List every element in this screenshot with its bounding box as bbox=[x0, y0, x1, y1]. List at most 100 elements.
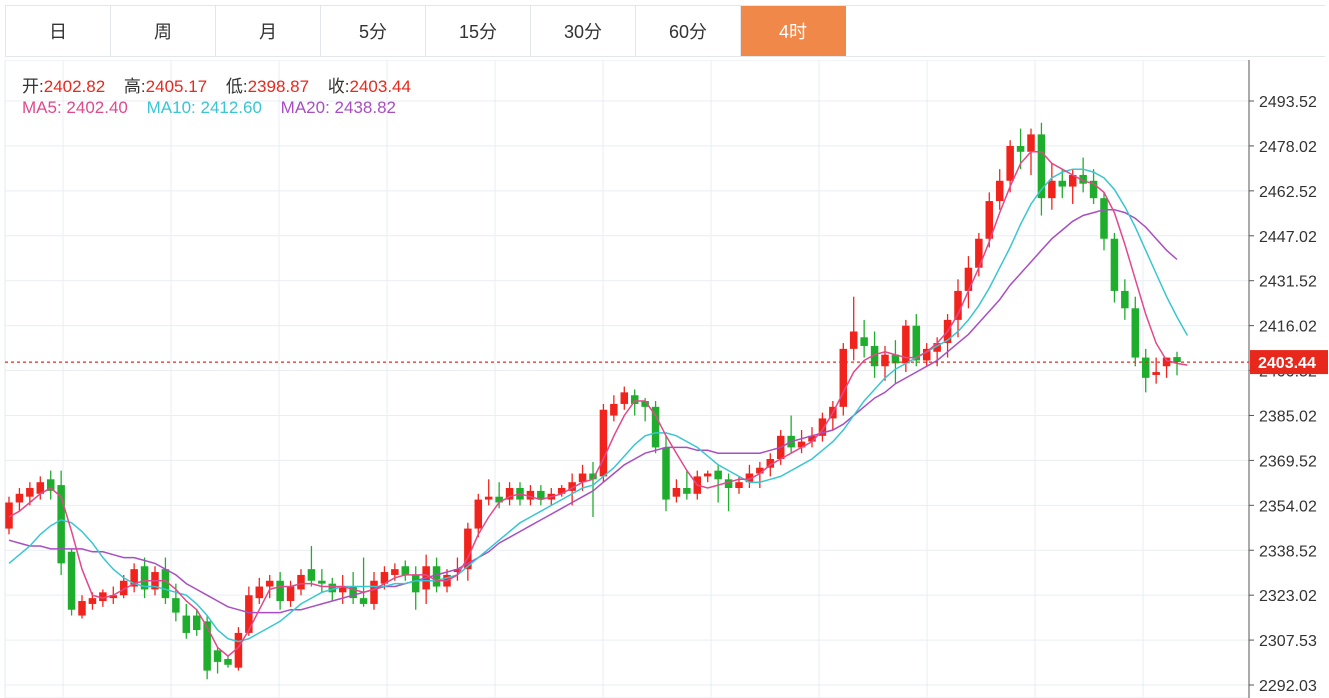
open-value: 2402.82 bbox=[43, 77, 106, 96]
candle-body bbox=[380, 572, 389, 584]
y-tick-label: 2369.52 bbox=[1259, 453, 1317, 470]
tab-day[interactable]: 日 bbox=[6, 6, 111, 56]
y-tick-label: 2338.52 bbox=[1259, 543, 1317, 560]
ma20-value: 2438.82 bbox=[334, 98, 396, 117]
y-tick-label: 2493.52 bbox=[1259, 94, 1317, 111]
candle-body bbox=[15, 493, 24, 503]
tab-60min[interactable]: 60分 bbox=[636, 6, 741, 56]
candle-body bbox=[610, 403, 618, 416]
ma5-line bbox=[8, 151, 1188, 658]
candle-body bbox=[1037, 134, 1046, 199]
tabs-filler bbox=[846, 6, 1325, 56]
candle-body bbox=[1068, 174, 1077, 187]
candle-body bbox=[589, 473, 597, 480]
tab-4hour[interactable]: 4时 bbox=[741, 6, 846, 56]
candle-body bbox=[67, 551, 76, 610]
candle-body bbox=[57, 485, 65, 564]
low-value: 2398.87 bbox=[247, 77, 310, 96]
tab-month[interactable]: 月 bbox=[216, 6, 321, 56]
ma10-line bbox=[8, 168, 1189, 643]
candle-body bbox=[797, 441, 806, 448]
candle-body bbox=[5, 502, 13, 529]
candle-body bbox=[975, 238, 983, 268]
candle-body bbox=[401, 566, 410, 575]
ma-readout: MA5: 2402.40 MA10: 2412.60 MA20: 2438.82 bbox=[22, 98, 396, 118]
candle-body bbox=[578, 473, 587, 483]
ohlc-readout: 开:2402.82 高:2405.17 低:2398.87 收:2403.44 bbox=[22, 72, 411, 97]
candle-body bbox=[641, 401, 649, 407]
y-tick-label: 2462.52 bbox=[1259, 184, 1317, 201]
candle-body bbox=[808, 435, 816, 442]
candle-body bbox=[881, 354, 889, 367]
candle-body bbox=[318, 580, 326, 584]
candle-body bbox=[213, 650, 222, 662]
candlestick-chart[interactable]: 2493.52 2478.02 2462.52 2447.02 2431.52 2416.… bbox=[0, 60, 1329, 698]
candle-body bbox=[99, 592, 107, 602]
candle-body bbox=[1131, 308, 1140, 358]
candle-body bbox=[912, 325, 921, 361]
candle-body bbox=[870, 345, 879, 367]
candle-body bbox=[599, 409, 608, 477]
candle-body bbox=[172, 598, 180, 613]
candle-body bbox=[1141, 357, 1150, 378]
low-label: 低: bbox=[225, 77, 248, 96]
candle-body bbox=[464, 528, 472, 570]
candle-body bbox=[933, 343, 941, 352]
candle-body bbox=[745, 473, 754, 483]
period-tabs: 日 周 月 5分 15分 30分 60分 4时 bbox=[5, 5, 1325, 57]
candle-body bbox=[630, 395, 639, 404]
candle-body bbox=[36, 482, 45, 494]
ma10-label: MA10: bbox=[146, 98, 196, 117]
candle-body bbox=[161, 569, 170, 599]
candle-body bbox=[453, 569, 462, 573]
candle-body bbox=[411, 574, 420, 593]
candle-body bbox=[182, 615, 191, 633]
tab-30min[interactable]: 30分 bbox=[531, 6, 636, 56]
candle-body bbox=[276, 580, 284, 602]
candle-body bbox=[265, 580, 274, 587]
candle-body bbox=[192, 615, 201, 631]
open-label: 开: bbox=[22, 77, 44, 96]
candle-body bbox=[1152, 372, 1160, 375]
y-tick-label: 2323.02 bbox=[1259, 588, 1317, 605]
candle-body bbox=[1058, 180, 1067, 187]
tab-5min[interactable]: 5分 bbox=[321, 6, 426, 56]
candle-body bbox=[985, 201, 994, 239]
candle-body bbox=[902, 325, 910, 364]
candle-body bbox=[1079, 174, 1087, 184]
candle-body bbox=[568, 482, 576, 491]
y-tick-label: 2478.02 bbox=[1259, 139, 1317, 156]
candle-body bbox=[1173, 357, 1181, 363]
candle-body bbox=[620, 392, 629, 404]
tab-week[interactable]: 周 bbox=[111, 6, 216, 56]
candle-body bbox=[557, 487, 566, 494]
candle-body bbox=[860, 337, 868, 346]
candle-body bbox=[1121, 290, 1129, 309]
candle-body bbox=[349, 586, 357, 599]
candle-body bbox=[964, 267, 973, 291]
candle-body bbox=[78, 601, 86, 616]
candle-body bbox=[203, 621, 211, 671]
candle-body bbox=[432, 566, 441, 587]
ma20-line bbox=[8, 208, 1178, 614]
current-price-tag bbox=[1250, 350, 1328, 375]
y-tick-label: 2292.03 bbox=[1259, 678, 1317, 695]
candle-body bbox=[756, 467, 764, 474]
y-tick-label: 2447.02 bbox=[1259, 229, 1317, 246]
tab-15min[interactable]: 15分 bbox=[426, 6, 531, 56]
candle-body bbox=[88, 598, 97, 604]
candle-body bbox=[537, 490, 545, 500]
close-label: 收: bbox=[327, 77, 350, 96]
high-label: 高: bbox=[123, 77, 146, 96]
y-tick-label: 2307.53 bbox=[1259, 633, 1317, 650]
candle-body bbox=[1048, 180, 1056, 199]
candle-body bbox=[724, 479, 733, 488]
candle-body bbox=[818, 418, 827, 436]
close-value: 2403.44 bbox=[349, 77, 411, 96]
candle-body bbox=[1006, 145, 1014, 181]
candle-body bbox=[370, 580, 378, 604]
candle-body bbox=[839, 348, 848, 407]
candle-body bbox=[1162, 357, 1171, 367]
candle-body bbox=[474, 499, 483, 529]
candle-body bbox=[245, 595, 253, 633]
